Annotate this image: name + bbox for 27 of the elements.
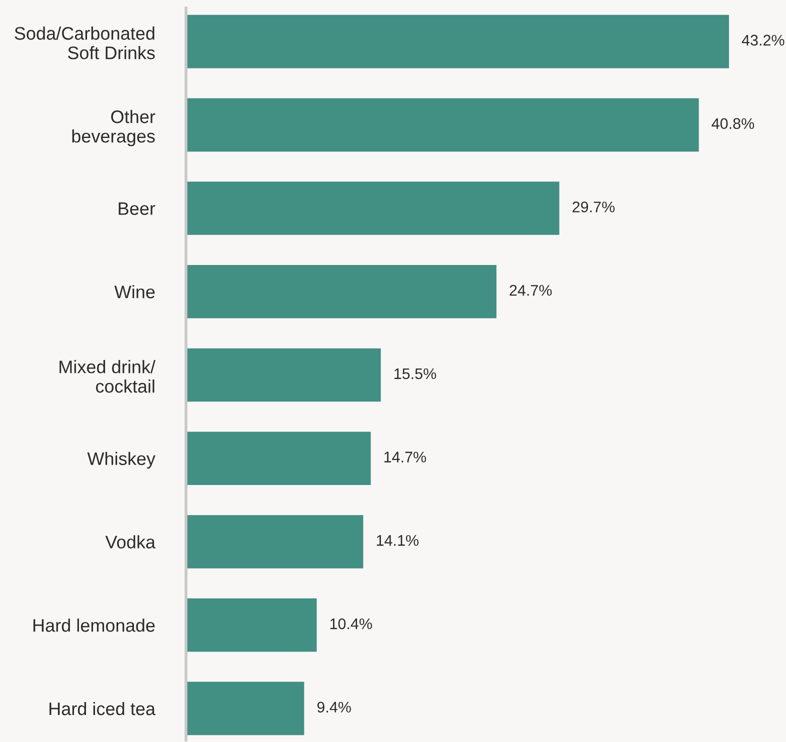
data-label: 10.4% [330,618,372,630]
bar [186,432,371,486]
data-label: 14.1% [376,535,418,546]
y-tick-label: Soda/Carbonated Soft Drinks [14,26,155,60]
bar [186,14,729,68]
data-label: 24.7% [510,284,552,296]
bar [186,682,304,736]
bar [186,182,560,235]
bar [186,515,364,568]
data-label: 29.7% [572,202,615,212]
bar [186,98,699,152]
y-tick-label: Hard lemonade [33,618,155,632]
y-tick-label: Mixed drink/ cocktail [60,360,156,393]
y-tick-label: Vodka [105,535,156,548]
bar [186,264,496,318]
bar [186,348,381,402]
y-tick-label: Hard iced tea [50,702,156,716]
y-tick-label: Beer [118,202,156,215]
y-tick-label: Other beverages [72,110,156,146]
data-label: 43.2% [742,34,784,46]
bar [186,598,317,652]
y-tick-label: Wine [114,285,155,298]
data-label: 40.8% [712,118,754,129]
y-tick-label: Whiskey [87,452,156,469]
data-label: 14.7% [384,452,426,462]
data-label: 9.4% [317,702,351,713]
data-label: 15.5% [394,368,436,380]
